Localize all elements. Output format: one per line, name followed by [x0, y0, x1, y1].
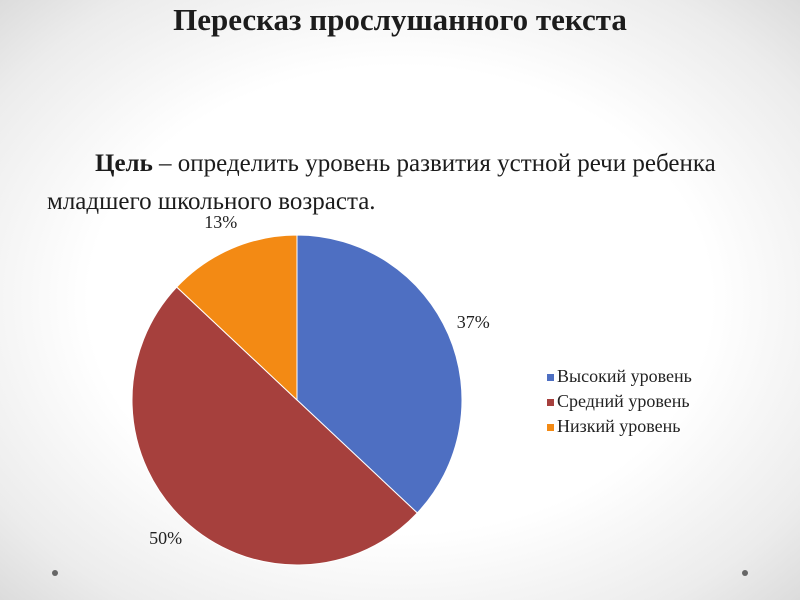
pie-slice [131, 286, 418, 566]
legend-label: Высокий уровень [557, 366, 692, 386]
slide-title: Пересказ прослушанного текста [173, 2, 627, 37]
goal-body: – определить уровень развития устной реч… [47, 150, 716, 215]
goal-label: Цель [95, 150, 153, 177]
data-label: 50% [149, 528, 182, 548]
data-label: 13% [204, 212, 237, 232]
legend-label: Низкий уровень [557, 416, 680, 436]
legend-marker [547, 424, 554, 431]
data-label: 37% [457, 312, 490, 332]
slide-dot [742, 570, 748, 576]
slide-dot [52, 570, 58, 576]
pie-slice [296, 234, 463, 514]
legend-label: Средний уровень [557, 391, 690, 411]
legend-marker [547, 374, 554, 381]
goal-text: Цель – определить уровень развития устно… [47, 145, 762, 221]
pie-slice [176, 234, 298, 402]
legend-marker [547, 399, 554, 406]
